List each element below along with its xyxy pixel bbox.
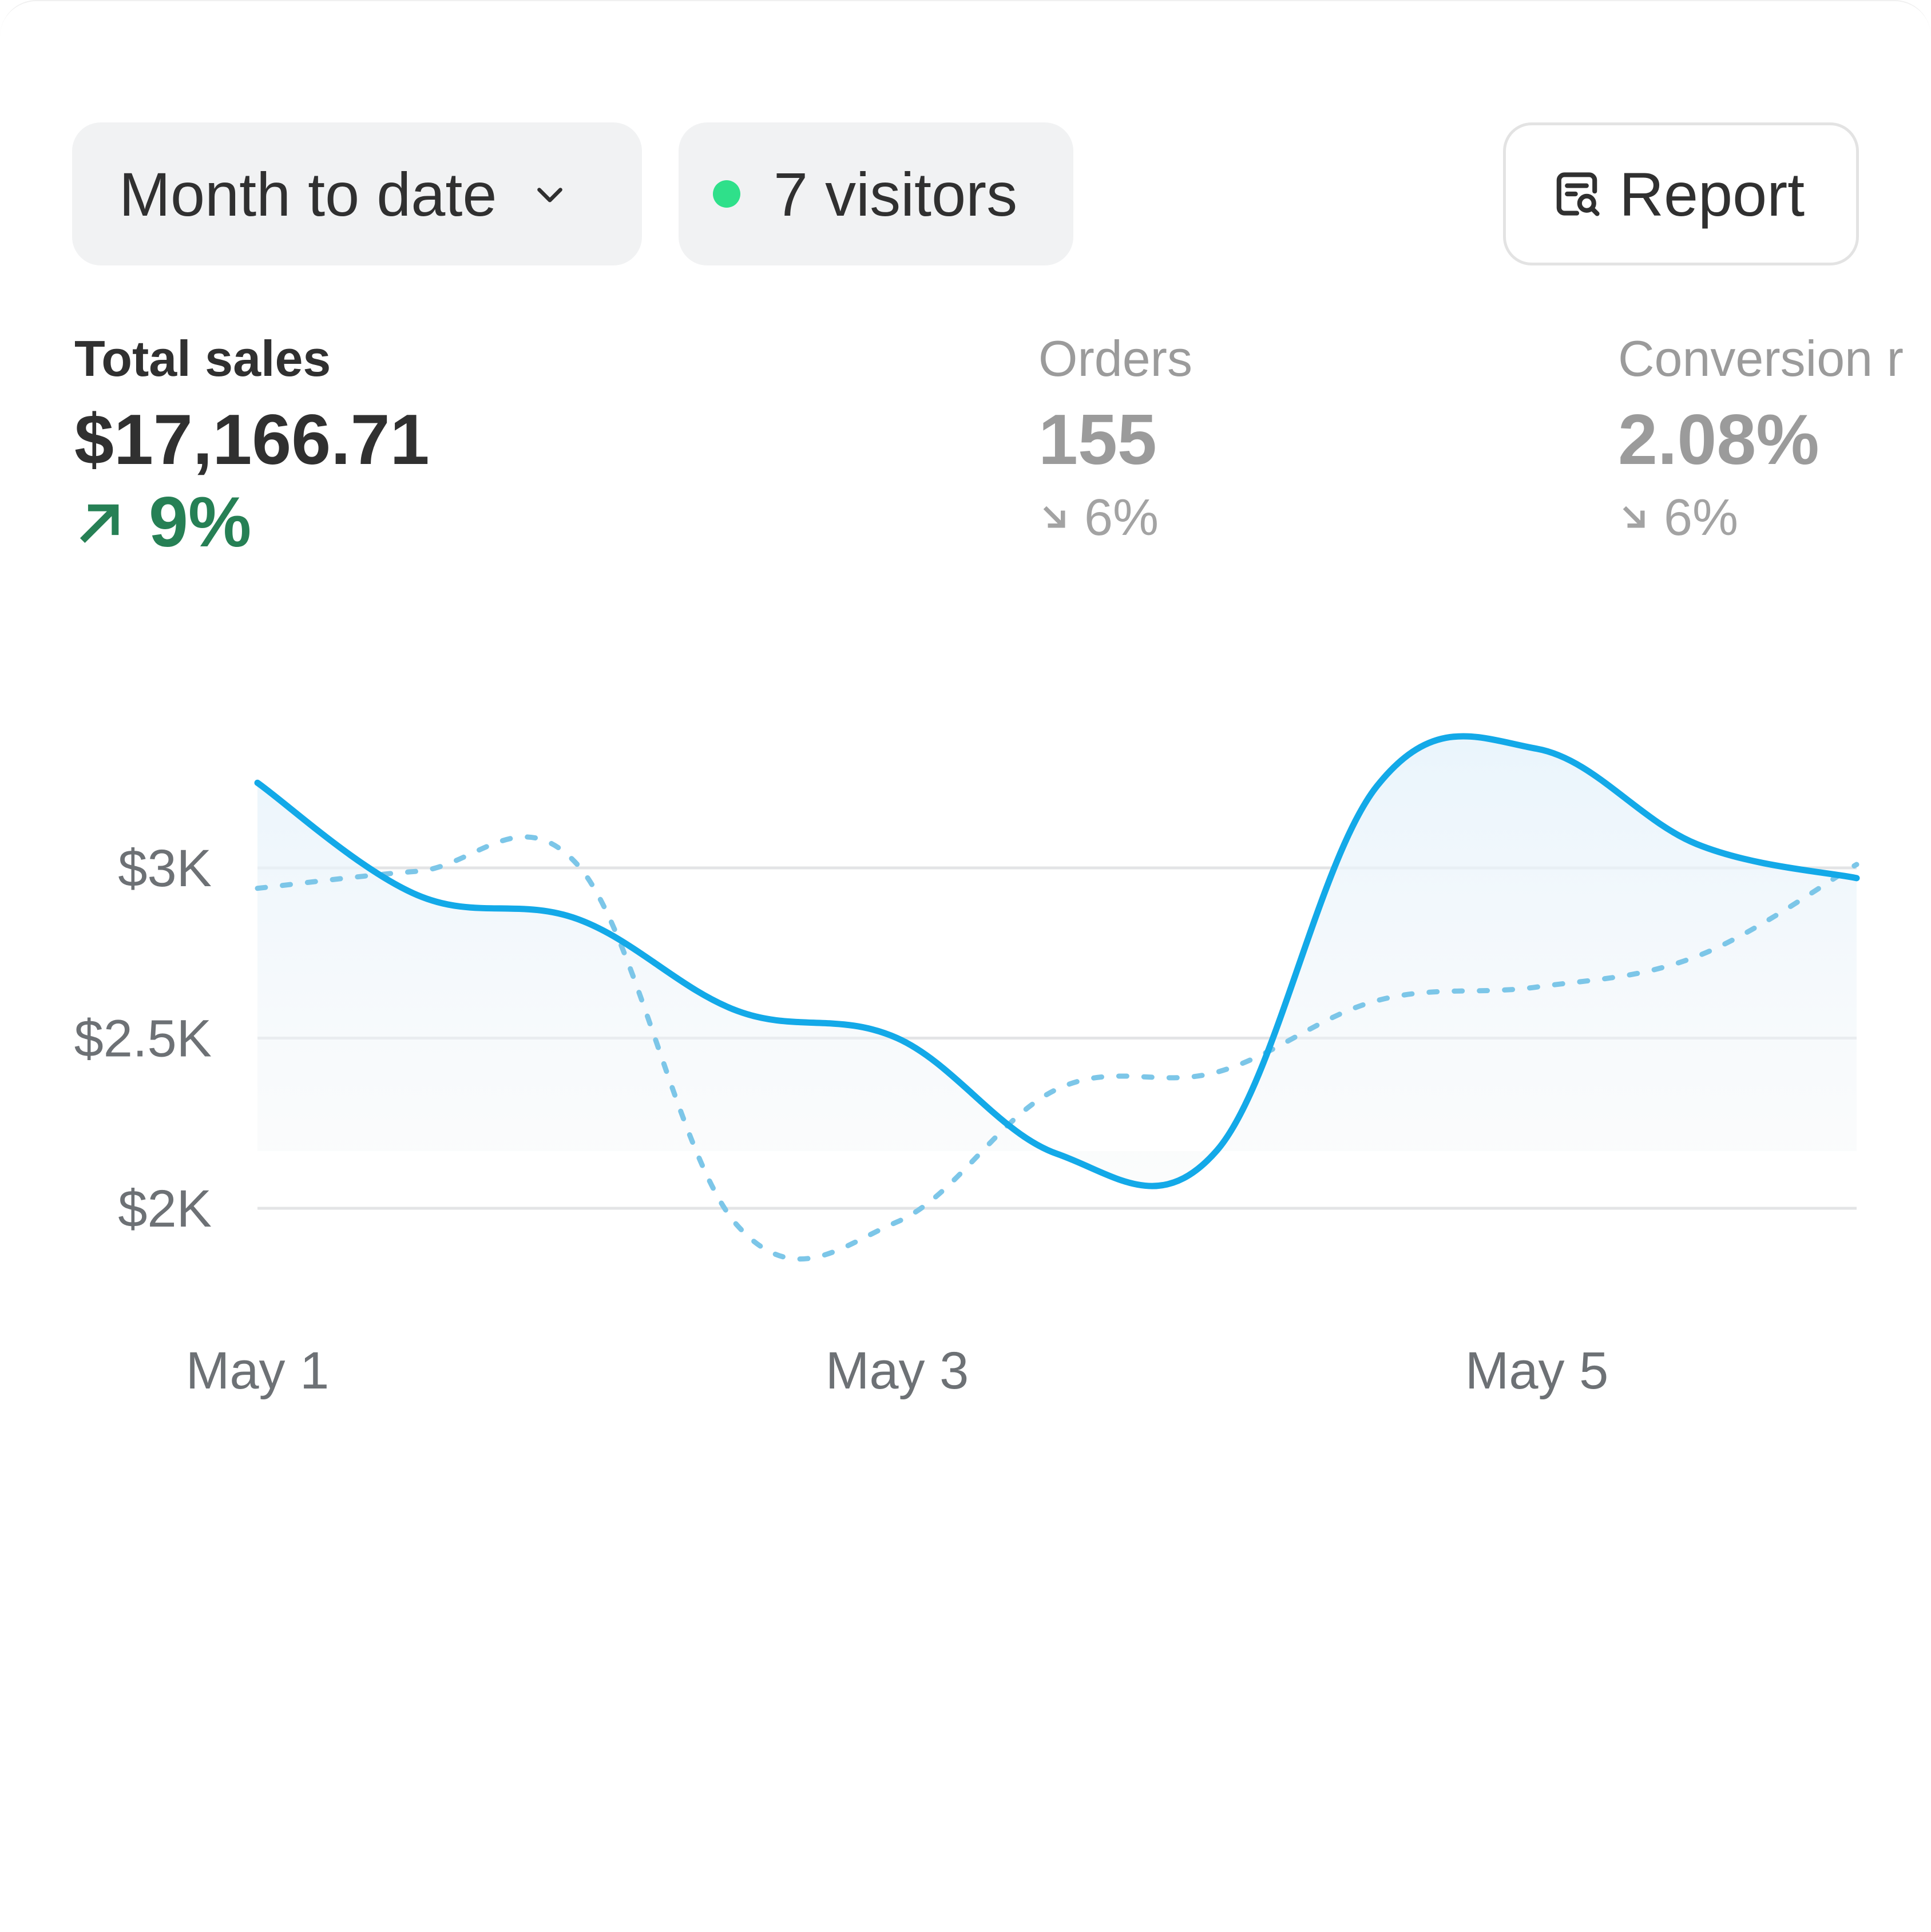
metric-label: Orders <box>1038 330 1192 387</box>
current-series-line <box>254 733 1860 1189</box>
metric-value: 2.08% <box>1618 400 1819 479</box>
chevron-down-icon <box>537 188 563 203</box>
metric-label: Conversion r <box>1618 330 1904 387</box>
arrow-down-right-icon <box>1043 506 1065 528</box>
arrow-up-right-icon <box>80 504 119 544</box>
metric-delta-value: 6% <box>1664 489 1739 546</box>
date-range-button[interactable]: Month to date <box>72 122 642 265</box>
metric-total-sales[interactable]: Total sales $17,166.71 9% <box>74 327 430 560</box>
report-label: Report <box>1619 159 1805 229</box>
live-visitors-button[interactable]: 7 visitors <box>679 122 1073 265</box>
series-area-fill <box>257 736 1857 1187</box>
report-button[interactable]: Report <box>1503 122 1859 265</box>
metric-delta: 6% <box>1038 486 1192 549</box>
arrow-down-right-icon <box>1623 506 1645 528</box>
y-tick-label: $3K <box>118 839 212 898</box>
metric-orders[interactable]: Orders 155 6% <box>1038 327 1192 549</box>
visitors-label: 7 visitors <box>774 159 1018 229</box>
toolbar: Month to date 7 visitors Report <box>72 122 1859 265</box>
date-range-label: Month to date <box>119 159 497 229</box>
y-tick-label: $2.5K <box>74 1010 212 1068</box>
metric-label: Total sales <box>74 330 331 387</box>
x-tick-label: May 1 <box>186 1342 330 1400</box>
metric-delta: 6% <box>1618 486 1904 549</box>
report-search-icon <box>1556 172 1600 216</box>
metric-delta-value: 6% <box>1084 489 1159 546</box>
metric-value: $17,166.71 <box>74 400 430 479</box>
metric-delta: 9% <box>74 485 430 560</box>
y-tick-label: $2K <box>118 1180 212 1238</box>
x-tick-label: May 5 <box>1465 1342 1609 1400</box>
live-indicator-dot <box>713 180 740 208</box>
metric-delta-value: 9% <box>149 483 252 562</box>
metric-conversion-rate[interactable]: Conversion r 2.08% 6% <box>1618 327 1904 549</box>
x-tick-label: May 3 <box>826 1342 969 1400</box>
metric-value: 155 <box>1038 400 1157 479</box>
